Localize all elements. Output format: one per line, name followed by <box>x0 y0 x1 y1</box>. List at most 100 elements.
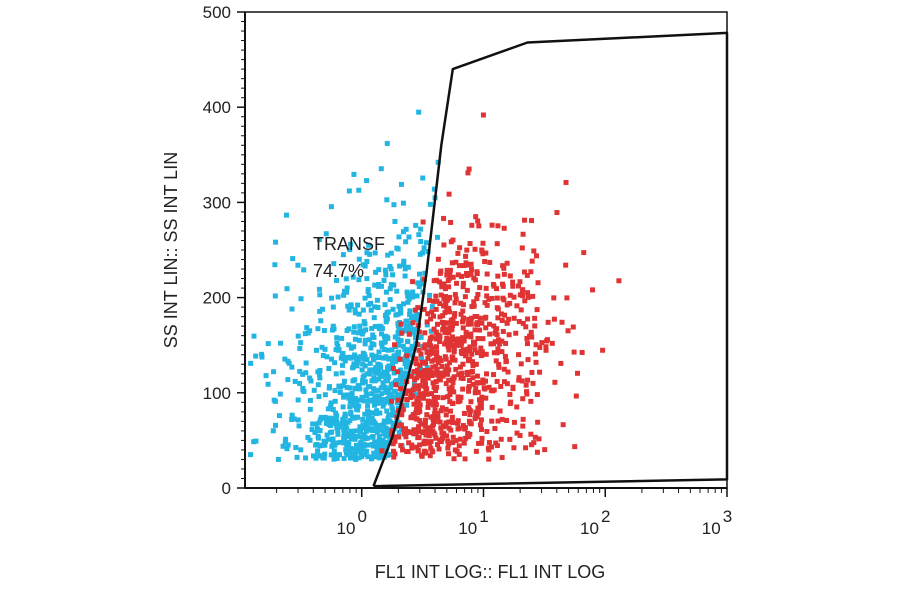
data-point <box>571 349 577 355</box>
data-point <box>368 345 374 351</box>
data-point <box>393 312 399 318</box>
data-point <box>419 356 425 362</box>
data-point <box>525 316 531 322</box>
data-point <box>356 187 362 193</box>
data-point <box>477 285 483 291</box>
data-point <box>408 391 414 397</box>
data-point <box>518 307 524 313</box>
data-point <box>334 340 340 346</box>
data-point <box>319 306 325 312</box>
data-point <box>409 442 415 448</box>
data-point <box>401 356 407 362</box>
data-point <box>495 223 501 229</box>
data-point <box>380 403 386 409</box>
data-point <box>463 329 469 335</box>
data-point <box>392 342 398 348</box>
gate-polygon[interactable] <box>372 31 729 488</box>
data-point <box>483 250 489 256</box>
data-point <box>251 333 257 339</box>
data-point <box>383 289 389 295</box>
data-point <box>425 311 431 317</box>
data-point <box>323 420 329 426</box>
data-point <box>422 423 428 429</box>
data-point <box>369 426 375 432</box>
data-point <box>487 259 493 265</box>
data-point <box>317 375 323 381</box>
data-point <box>476 223 482 229</box>
data-point <box>473 214 479 220</box>
data-point <box>466 383 472 389</box>
data-point <box>398 443 404 449</box>
data-point <box>447 341 453 347</box>
data-point <box>398 367 404 373</box>
data-point <box>420 430 426 436</box>
data-point <box>523 382 529 388</box>
data-point <box>367 360 373 366</box>
data-point <box>457 364 463 370</box>
data-point <box>474 321 480 327</box>
data-point <box>461 410 467 416</box>
data-point <box>333 410 339 416</box>
data-point <box>523 324 529 330</box>
data-point <box>331 448 337 454</box>
data-point <box>502 353 508 359</box>
data-point <box>472 314 478 320</box>
data-point <box>455 272 461 278</box>
data-point <box>466 407 472 413</box>
data-point <box>447 325 453 331</box>
data-point <box>300 371 306 377</box>
data-point <box>516 375 522 381</box>
data-point <box>535 419 541 425</box>
data-point <box>477 422 483 428</box>
data-point <box>283 212 289 218</box>
data-point <box>404 318 410 324</box>
data-point <box>431 421 437 427</box>
data-point <box>429 350 435 356</box>
data-point <box>333 422 339 428</box>
data-point <box>511 315 517 321</box>
data-point <box>360 262 366 268</box>
data-point <box>469 351 475 357</box>
data-point <box>370 454 376 460</box>
data-point <box>428 343 434 349</box>
data-point <box>409 414 415 420</box>
data-point <box>552 379 558 385</box>
data-point <box>437 314 443 320</box>
data-point <box>469 315 475 321</box>
data-point <box>424 425 430 431</box>
data-point <box>482 259 488 265</box>
data-point <box>487 331 493 337</box>
data-point <box>367 397 373 403</box>
data-point <box>404 449 410 455</box>
data-point <box>289 306 295 312</box>
data-point <box>343 276 349 282</box>
data-point <box>458 342 464 348</box>
data-point <box>382 384 388 390</box>
data-point <box>387 419 393 425</box>
data-point <box>544 338 550 344</box>
data-point <box>490 281 496 287</box>
data-point <box>322 451 328 457</box>
data-point <box>411 401 417 407</box>
data-point <box>363 327 369 333</box>
data-point <box>457 245 463 251</box>
data-point <box>345 419 351 425</box>
data-point <box>478 417 484 423</box>
data-point <box>315 448 321 454</box>
data-point <box>486 321 492 327</box>
data-point <box>373 269 379 275</box>
data-point <box>443 406 449 412</box>
data-point <box>463 260 469 266</box>
data-point <box>373 411 379 417</box>
data-point <box>428 316 434 322</box>
data-point <box>528 269 534 275</box>
data-point <box>417 429 423 435</box>
data-point <box>467 344 473 350</box>
data-point <box>337 452 343 458</box>
x-tick-label: 102 <box>580 507 610 538</box>
data-point <box>496 337 502 343</box>
data-point <box>405 361 411 367</box>
data-point <box>275 456 281 462</box>
data-point <box>363 387 369 393</box>
